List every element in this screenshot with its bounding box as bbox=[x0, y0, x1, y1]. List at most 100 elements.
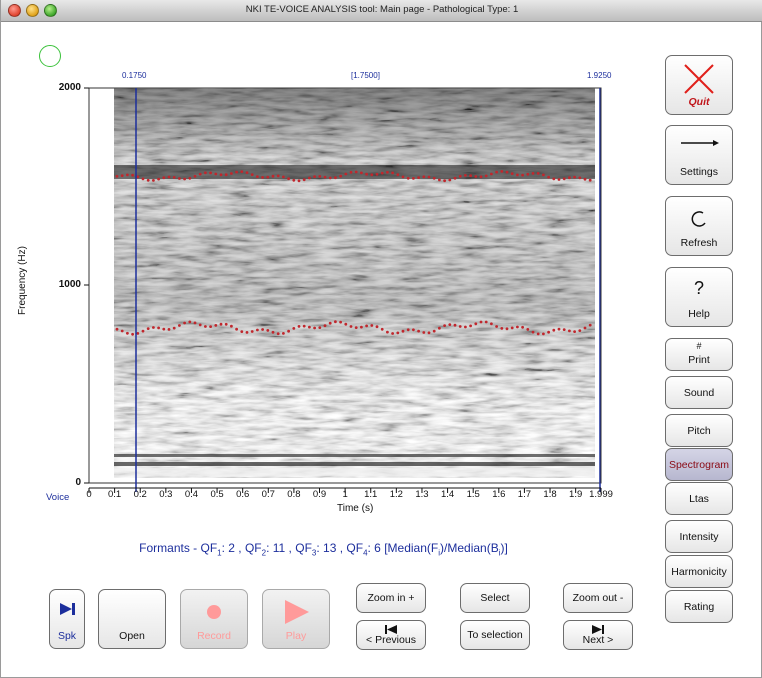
formant-dot bbox=[547, 175, 550, 179]
xtick-label: 1.4 bbox=[440, 489, 455, 500]
play-icon bbox=[263, 598, 329, 626]
intensity-button[interactable]: Intensity bbox=[665, 520, 733, 553]
ytick-label-0: 0 bbox=[75, 477, 81, 488]
spectrogram-image bbox=[114, 88, 595, 478]
qf4-sub: 4 bbox=[363, 548, 368, 558]
pitch-button[interactable]: Pitch bbox=[665, 414, 733, 447]
formant-dot bbox=[542, 173, 545, 177]
formant-dot bbox=[178, 324, 181, 327]
xtick-label: 1 bbox=[342, 489, 348, 500]
quit-button[interactable]: Quit bbox=[665, 55, 733, 115]
formant-dot bbox=[360, 171, 363, 175]
median-open: [Median(F bbox=[384, 541, 439, 555]
qf3-sub: 3 bbox=[311, 548, 317, 558]
selection-start-label: 0.1750 bbox=[122, 71, 147, 80]
sound-label: Sound bbox=[683, 386, 715, 399]
formant-dot bbox=[328, 176, 332, 180]
refresh-button[interactable]: Refresh bbox=[665, 196, 733, 256]
title-bar: NKI TE-VOICE ANALYSIS tool: Main page - … bbox=[1, 0, 762, 22]
formant-dot bbox=[261, 176, 264, 179]
formant-dot bbox=[292, 178, 296, 182]
formant-dot bbox=[235, 327, 239, 331]
spk-label: Spk bbox=[57, 630, 77, 642]
formant-dot bbox=[198, 323, 202, 327]
formant-dot bbox=[349, 325, 353, 328]
open-button[interactable]: Open bbox=[98, 589, 166, 649]
formant-dot bbox=[510, 326, 514, 330]
formant-dot bbox=[360, 325, 363, 329]
selection-end-label: 1.9250 bbox=[587, 71, 612, 80]
zoom-in-button[interactable]: Zoom in + bbox=[356, 583, 426, 613]
formant-dot bbox=[469, 174, 472, 178]
formant-dot bbox=[188, 176, 192, 180]
formant-dot bbox=[302, 178, 306, 182]
record-button[interactable]: Record bbox=[180, 589, 248, 649]
formants-summary: Formants - QF1: 2 , QF2: 11 , QF3: 13 , … bbox=[1, 541, 646, 557]
settings-button[interactable]: Settings bbox=[665, 125, 733, 185]
formant-dot bbox=[391, 332, 394, 335]
formant-dot bbox=[464, 325, 467, 329]
formant-dot bbox=[536, 332, 540, 336]
median-mid: )/Median(B bbox=[440, 541, 499, 555]
formant-dot bbox=[516, 173, 519, 177]
formant-dot bbox=[526, 328, 530, 331]
formant-dot bbox=[464, 174, 467, 177]
xtick-marks bbox=[88, 488, 602, 493]
formant-dot bbox=[141, 329, 145, 333]
ltas-button[interactable]: Ltas bbox=[665, 482, 733, 515]
spk-button[interactable]: Spk bbox=[49, 589, 85, 649]
play-button[interactable]: Play bbox=[262, 589, 330, 649]
formant-dot bbox=[396, 173, 400, 177]
formant-dot bbox=[552, 177, 556, 181]
close-window-icon[interactable] bbox=[8, 4, 21, 17]
median-b-sub: i bbox=[498, 548, 501, 558]
next-button[interactable]: Next > bbox=[563, 620, 633, 650]
formant-dot bbox=[427, 175, 431, 179]
harmonicity-button[interactable]: Harmonicity bbox=[665, 555, 733, 588]
minimize-window-icon[interactable] bbox=[26, 4, 39, 17]
formant-dot bbox=[438, 326, 441, 330]
formant-dot bbox=[391, 171, 394, 175]
help-button[interactable]: ? Help bbox=[665, 267, 733, 327]
help-label: Help bbox=[688, 308, 710, 320]
formant-dot bbox=[193, 174, 197, 178]
formant-dot bbox=[401, 175, 405, 179]
qf3-value: : 13 , bbox=[316, 541, 347, 555]
formant-dot bbox=[224, 322, 228, 326]
rating-button[interactable]: Rating bbox=[665, 590, 733, 623]
formant-dot bbox=[448, 178, 452, 182]
formant-dot bbox=[406, 328, 410, 332]
formant-dot bbox=[282, 175, 285, 179]
formant-dot bbox=[557, 327, 561, 331]
zoom-window-icon[interactable] bbox=[44, 4, 57, 17]
formant-dot bbox=[479, 320, 483, 324]
spectrogram-button[interactable]: Spectrogram bbox=[665, 448, 733, 481]
formant-dot bbox=[240, 170, 244, 174]
sound-button[interactable]: Sound bbox=[665, 376, 733, 409]
formant-dot bbox=[178, 177, 181, 180]
formant-dot bbox=[230, 324, 233, 328]
formant-dot bbox=[386, 170, 389, 174]
formant-dot bbox=[412, 328, 415, 332]
xtick-label: 0.7 bbox=[261, 489, 275, 500]
formant-dot bbox=[490, 172, 493, 176]
formant-dot bbox=[484, 174, 488, 178]
formant-dot bbox=[510, 172, 514, 176]
formant-dot bbox=[412, 177, 415, 180]
to-selection-button[interactable]: To selection bbox=[460, 620, 530, 650]
formant-dot bbox=[422, 331, 426, 334]
xtick-label: 1.3 bbox=[415, 489, 429, 500]
formant-dot bbox=[417, 329, 420, 333]
xtick-label: 1.5 bbox=[466, 489, 480, 500]
formant-dot bbox=[209, 325, 213, 328]
qf3-label: QF bbox=[295, 541, 312, 555]
formant-dot bbox=[474, 322, 478, 326]
zoom-out-button[interactable]: Zoom out - bbox=[563, 583, 633, 613]
print-button[interactable]: # Print bbox=[665, 338, 733, 371]
previous-button[interactable]: < Previous bbox=[356, 620, 426, 650]
select-button[interactable]: Select bbox=[460, 583, 530, 613]
formant-dot bbox=[432, 176, 436, 180]
xtick-label: 1.6 bbox=[492, 489, 506, 500]
formant-dot bbox=[126, 331, 129, 335]
